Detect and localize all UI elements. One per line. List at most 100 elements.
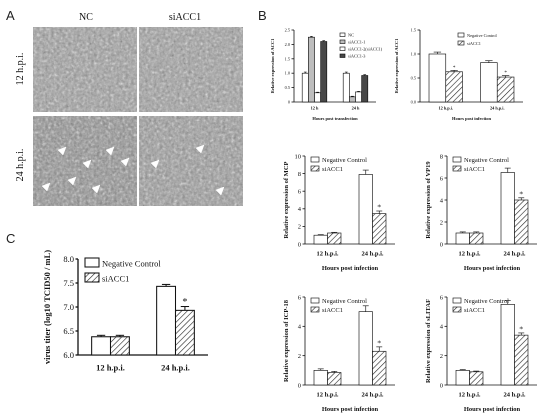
bar [308,36,315,103]
y-tick-label: 0 [298,382,301,389]
arrowhead-icon [82,159,92,169]
x-tick-label: 24 h.p.i. [503,251,525,258]
y-tick-label: 6 [440,294,444,301]
bar [314,92,321,103]
legend-swatch [84,272,100,283]
legend-label: siACC1 [467,41,481,46]
col-label-siacc1: siACC1 [169,12,201,23]
y-tick-label: 0.5 [411,76,416,81]
legend-swatch [84,257,100,268]
bar [372,350,387,386]
y-axis-label: Relative expression of MCP [283,161,290,238]
x-tick-label: 12 h.p.i. [96,362,125,372]
x-axis-label: Hours post infection [464,265,521,272]
y-tick-label: 6 [440,175,444,182]
chart-b2: 0.0 0.5 1.0 1.5 * 12 h.p.i. * 24 h.p.i. Hours po… [394,28,523,121]
bar [358,311,373,386]
legend-swatch [339,53,346,58]
chart-b1: 0 0.5 1.0 1.5 2.0 2.5 12 h 24 h Hours post trans… [270,28,383,121]
y-axis-label: Relative expression of ICP-18 [283,299,290,382]
y-axis-label: virus titer (log10 TCID50 / mL) [42,250,52,364]
bar [372,213,387,245]
y-tick-label: 2.5 [285,28,290,33]
legend-label: Negative Control [467,33,498,38]
bar [514,334,529,386]
x-tick-label: 12 h.p.i. [458,392,480,399]
x-tick-label: 24 h.p.i. [490,106,505,111]
x-tick-label: 24 h.p.i. [361,251,383,258]
legend-swatch [339,46,346,51]
legend-label: siACC1-3 [348,53,365,58]
y-axis-label: Relative expression of ACC1 [394,38,399,94]
arrowhead-icon [41,182,51,192]
y-tick-label: 0 [440,241,443,248]
bar [327,372,342,386]
bar [496,76,515,103]
y-tick-label: 10 [295,153,302,160]
chart-litaf: 0 2 4 6 12 h.p.i. * 24 h.p.i. Hours post infect… [425,294,537,413]
arrowhead-icon [120,157,130,167]
significance-mark: * [519,189,523,198]
x-tick-label: 24 h.p.i. [503,392,525,399]
y-tick-label: 6 [298,188,302,195]
x-tick-label: 12 h.p.i. [316,251,338,258]
bar [156,285,177,356]
significance-mark: * [519,324,523,333]
y-tick-label: 8 [440,153,443,160]
bar [349,96,356,103]
chart-titer: 6.0 6.5 7.0 7.5 8.0 12 h.p.i. * 24 h.p.i. virus … [42,250,208,372]
row-label-24h: 24 h.p.i. [15,149,26,182]
y-tick-label: 8.0 [63,254,74,264]
y-tick-label: 6.5 [63,326,74,336]
x-tick-label: 24 h.p.i. [161,362,190,372]
legend-swatch [452,165,462,172]
y-tick-label: 4 [298,206,302,213]
bar [500,304,515,386]
bar [358,174,373,245]
y-tick-label: 2 [298,224,301,231]
bar [109,336,130,356]
bar [500,172,515,245]
legend-label: siACC1 [464,166,485,173]
bar [327,232,342,245]
arrowhead-icon [57,146,67,156]
panel-label-c: C [6,231,15,246]
legend-label: siACC1 [464,307,485,314]
chart-mcp: 0 2 4 6 8 10 12 h.p.i. * 24 h.p.i. Hours post inf… [283,153,395,272]
bar [301,72,309,103]
y-tick-label: 1.5 [285,56,290,61]
col-label-nc: NC [79,12,93,23]
significance-mark: * [377,338,381,347]
bar [445,71,463,103]
legend-swatch [310,165,320,172]
legend-label: Negative Control [464,298,509,305]
bar [355,91,362,103]
bar [174,309,195,356]
legend-swatch [457,40,465,46]
arrowhead-icon [105,146,115,156]
bar [455,232,470,245]
legend-swatch [457,32,465,38]
y-tick-label: 1.0 [285,71,290,76]
significance-mark: * [182,297,187,308]
bar [428,53,447,103]
arrowhead-icon [215,186,225,196]
bar [313,234,328,245]
y-tick-label: 0 [298,241,301,248]
significance-mark: * [453,65,456,71]
legend-label: siACC1 [322,307,343,314]
arrowhead-icon [91,184,101,194]
x-tick-label: 12 h.p.i. [438,106,453,111]
y-tick-label: 0 [288,100,290,105]
x-axis-label: Hours post infection [452,116,491,121]
significance-mark: * [377,203,381,212]
y-tick-label: 1.5 [411,28,416,33]
bar [469,232,484,245]
chart-icp18: 0 2 4 6 12 h.p.i. * 24 h.p.i. Hours post infect… [283,294,395,413]
legend-label: Negative Control [322,298,367,305]
bar [320,41,328,103]
x-axis-label: Hours post transfection [312,116,358,121]
x-axis-label: Hours post infection [322,406,379,413]
legend-swatch [339,32,346,37]
